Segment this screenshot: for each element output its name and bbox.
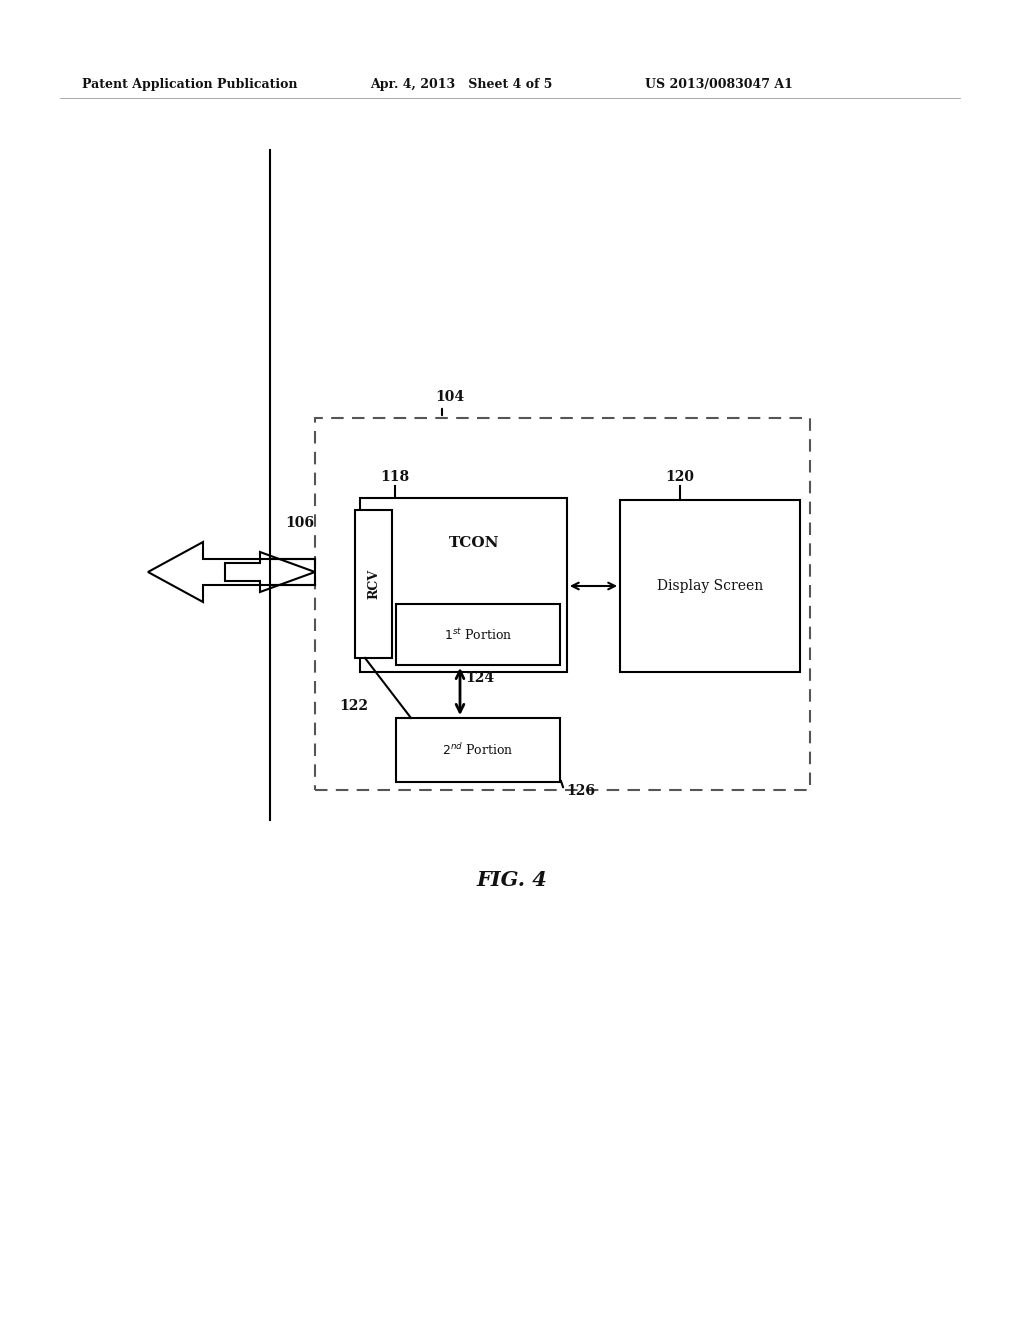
Bar: [355, 510, 392, 657]
Text: FIG. 4: FIG. 4: [476, 870, 548, 890]
Text: TCON: TCON: [449, 536, 499, 550]
Text: $1^{st}$ Portion: $1^{st}$ Portion: [443, 627, 512, 643]
Text: US 2013/0083047 A1: US 2013/0083047 A1: [645, 78, 793, 91]
Text: 118: 118: [381, 470, 410, 484]
Text: Display Screen: Display Screen: [656, 579, 763, 593]
Bar: [396, 605, 560, 665]
Bar: [360, 498, 567, 672]
Bar: [620, 500, 800, 672]
Text: 120: 120: [666, 470, 694, 484]
Text: 126: 126: [566, 784, 595, 799]
Text: Patent Application Publication: Patent Application Publication: [82, 78, 298, 91]
Text: RCV: RCV: [367, 569, 380, 599]
Text: 106: 106: [286, 516, 314, 531]
Bar: [315, 418, 810, 789]
Bar: [396, 718, 560, 781]
Text: 122: 122: [340, 700, 369, 713]
Text: Apr. 4, 2013   Sheet 4 of 5: Apr. 4, 2013 Sheet 4 of 5: [370, 78, 552, 91]
Text: 104: 104: [435, 389, 465, 404]
Text: 124: 124: [465, 671, 495, 685]
Text: $2^{nd}$ Portion: $2^{nd}$ Portion: [442, 742, 514, 758]
